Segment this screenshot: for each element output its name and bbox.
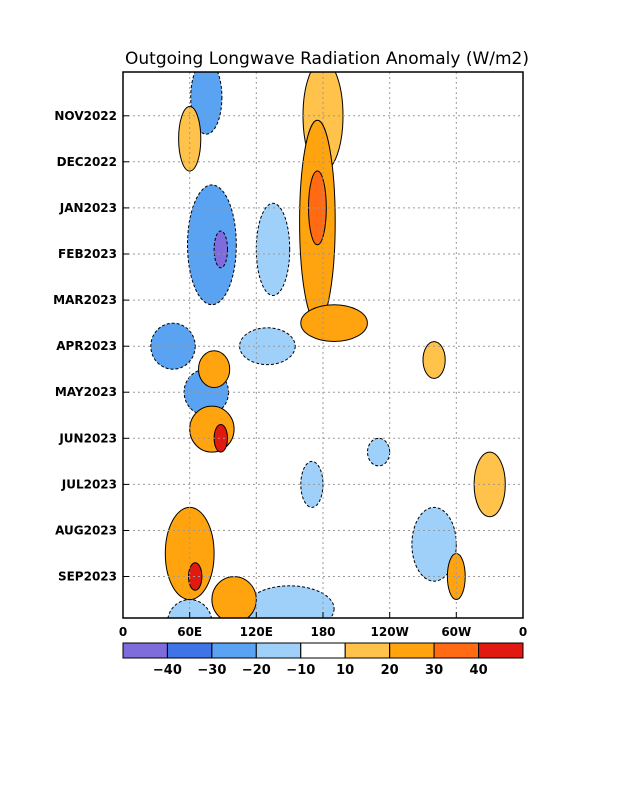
y-tick-label-8: JUL2023 xyxy=(61,477,117,491)
y-tick-label-3: FEB2023 xyxy=(58,247,117,261)
anomaly-region-1 xyxy=(187,184,237,306)
colorbar-bin-2 xyxy=(211,642,257,659)
x-tick-label-5: 60W xyxy=(441,625,471,639)
anomaly-region-11 xyxy=(244,585,335,618)
colorbar-label-3: −10 xyxy=(286,663,315,678)
anomaly-region-24 xyxy=(422,341,446,379)
x-axis: 0 60E 120E 180 120W 60W 0 xyxy=(119,612,527,639)
anomaly-region-8 xyxy=(367,437,391,467)
y-axis: NOV2022 DEC2022 JAN2023 FEB2023 MAR2023 APR20… xyxy=(53,109,129,584)
colorbar: −40 −30 −20 −10 10 20 30 40 xyxy=(122,642,524,678)
x-tick-label-3: 180 xyxy=(310,625,335,639)
y-tick-label-2: JAN2023 xyxy=(59,201,117,215)
x-tick-label-0: 0 xyxy=(119,625,127,639)
colorbar-bin-5 xyxy=(344,642,391,659)
anomaly-region-9 xyxy=(411,506,457,582)
colorbar-label-2: −20 xyxy=(242,663,271,678)
anomaly-region-2 xyxy=(213,230,229,269)
x-tick-label-2: 120E xyxy=(240,625,273,639)
anomaly-region-6 xyxy=(239,327,296,366)
colorbar-bin-1 xyxy=(166,642,213,659)
colorbar-label-1: −30 xyxy=(197,663,226,678)
colorbar-bin-6 xyxy=(389,642,435,659)
y-tick-label-10: SEP2023 xyxy=(58,570,117,584)
colorbar-label-0: −40 xyxy=(153,663,182,678)
colorbar-label-4: 10 xyxy=(336,663,354,678)
anomaly-region-3 xyxy=(255,202,291,296)
anomaly-region-15 xyxy=(300,304,368,343)
anomaly-region-19 xyxy=(213,424,229,453)
x-tick-label-4: 120W xyxy=(371,625,409,639)
y-tick-label-5: APR2023 xyxy=(56,339,117,353)
x-tick-label-6: 0 xyxy=(519,625,527,639)
colorbar-label-7: 40 xyxy=(470,663,488,678)
y-tick-label-7: JUN2023 xyxy=(58,431,117,445)
colorbar-bin-4 xyxy=(300,642,346,659)
chart-title: Outgoing Longwave Radiation Anomaly (W/m… xyxy=(125,49,529,69)
colorbar-label-5: 20 xyxy=(381,663,399,678)
anomaly-region-22 xyxy=(211,576,257,618)
x-tick-label-1: 60E xyxy=(177,625,202,639)
colorbar-bin-0 xyxy=(122,642,168,659)
y-tick-label-4: MAR2023 xyxy=(53,293,117,307)
grid-lines xyxy=(123,72,523,618)
colorbar-label-6: 30 xyxy=(425,663,443,678)
y-tick-label-6: MAY2023 xyxy=(55,385,117,399)
y-tick-label-1: DEC2022 xyxy=(57,155,117,169)
colorbar-bin-8 xyxy=(478,642,524,659)
anomaly-region-18 xyxy=(189,405,235,453)
y-tick-label-9: AUG2023 xyxy=(55,524,117,538)
colorbar-bin-7 xyxy=(433,642,480,659)
y-tick-label-0: NOV2022 xyxy=(54,109,117,123)
anomaly-region-17 xyxy=(198,350,231,389)
colorbar-bin-3 xyxy=(255,642,302,659)
